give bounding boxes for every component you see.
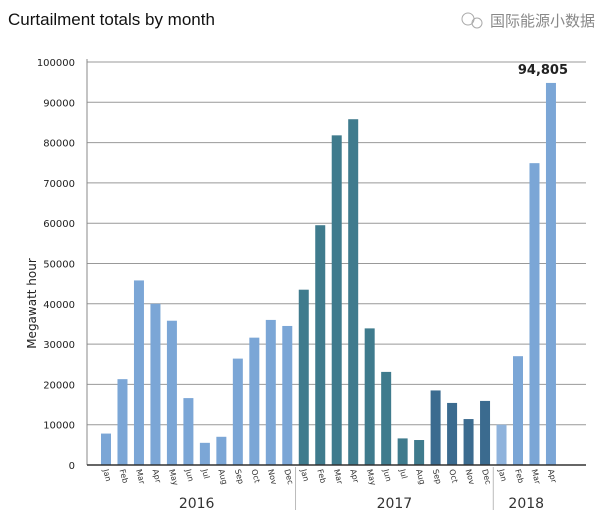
y-tick-label: 20000 (43, 380, 75, 391)
x-tick-label: Feb (513, 468, 525, 484)
bar (545, 82, 556, 465)
chart-title: Curtailment totals by month (8, 10, 215, 29)
bar (117, 379, 128, 465)
bar (463, 419, 474, 465)
bar (430, 390, 441, 465)
x-tick-label: Dec (282, 468, 295, 485)
data-label: 94,805 (518, 63, 568, 78)
bar (447, 402, 458, 465)
bar (249, 337, 260, 465)
bar (199, 442, 210, 465)
year-label: 2017 (377, 496, 413, 512)
bar (529, 163, 540, 465)
y-tick-label: 10000 (43, 421, 75, 432)
y-tick-label: 70000 (43, 179, 75, 190)
x-tick-label: Mar (134, 468, 147, 486)
bar (298, 289, 309, 465)
bar (232, 358, 243, 465)
bar (265, 319, 276, 465)
bar (496, 424, 507, 465)
x-tick-label: Feb (315, 468, 327, 484)
x-tick-label: Aug (414, 468, 427, 485)
x-tick-label: Nov (266, 468, 279, 486)
bar (397, 438, 408, 465)
x-tick-label: Apr (348, 468, 360, 484)
bar (183, 398, 194, 465)
x-tick-label: Apr (151, 468, 163, 484)
bar (166, 320, 177, 465)
x-tick-label: May (365, 468, 378, 487)
x-tick-label: Sep (233, 468, 246, 485)
x-tick-label: Feb (118, 468, 130, 484)
bar (331, 135, 342, 465)
x-tick-label: Aug (216, 468, 229, 485)
y-tick-label: 100000 (37, 58, 75, 69)
bar (150, 303, 161, 465)
bar (216, 436, 227, 465)
bar (480, 400, 491, 465)
x-tick-label: Apr (546, 468, 558, 484)
x-tick-label: Jul (397, 467, 408, 480)
x-tick-label: Jan (299, 467, 311, 482)
x-tick-label: May (167, 468, 180, 487)
x-tick-label: Oct (447, 468, 459, 484)
bar (315, 225, 326, 465)
y-tick-label: 0 (69, 461, 75, 472)
y-tick-label: 50000 (43, 260, 75, 271)
bar (364, 328, 375, 465)
x-tick-label: Jun (183, 467, 195, 482)
bar (513, 356, 523, 465)
x-tick-label: Nov (464, 468, 477, 486)
bar (381, 371, 392, 465)
x-tick-label: Sep (431, 468, 444, 485)
x-tick-label: Mar (530, 468, 543, 486)
bar (414, 440, 425, 465)
y-tick-label: 40000 (43, 300, 75, 311)
x-tick-label: Jan (101, 467, 113, 482)
bar (282, 325, 293, 465)
wechat-icon-bubble (471, 17, 483, 29)
x-tick-label: Jan (496, 467, 508, 482)
watermark: 国际能源小数据 (490, 13, 595, 30)
x-tick-label: Jun (381, 467, 393, 482)
bar (348, 119, 359, 465)
year-label: 2018 (508, 496, 544, 512)
y-tick-label: 60000 (43, 219, 75, 230)
year-label: 2016 (179, 496, 215, 512)
x-tick-label: Mar (332, 468, 345, 486)
y-tick-label: 80000 (43, 139, 75, 150)
x-tick-label: Dec (480, 468, 493, 485)
x-tick-label: Jul (200, 467, 211, 480)
y-tick-label: 30000 (43, 340, 75, 351)
x-tick-label: Oct (249, 468, 261, 484)
bar (133, 280, 144, 465)
y-axis-label: Megawatt hour (25, 258, 39, 349)
bar (101, 433, 111, 465)
y-tick-label: 90000 (43, 98, 75, 109)
